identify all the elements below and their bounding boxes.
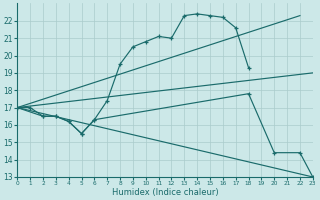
X-axis label: Humidex (Indice chaleur): Humidex (Indice chaleur) bbox=[112, 188, 218, 197]
